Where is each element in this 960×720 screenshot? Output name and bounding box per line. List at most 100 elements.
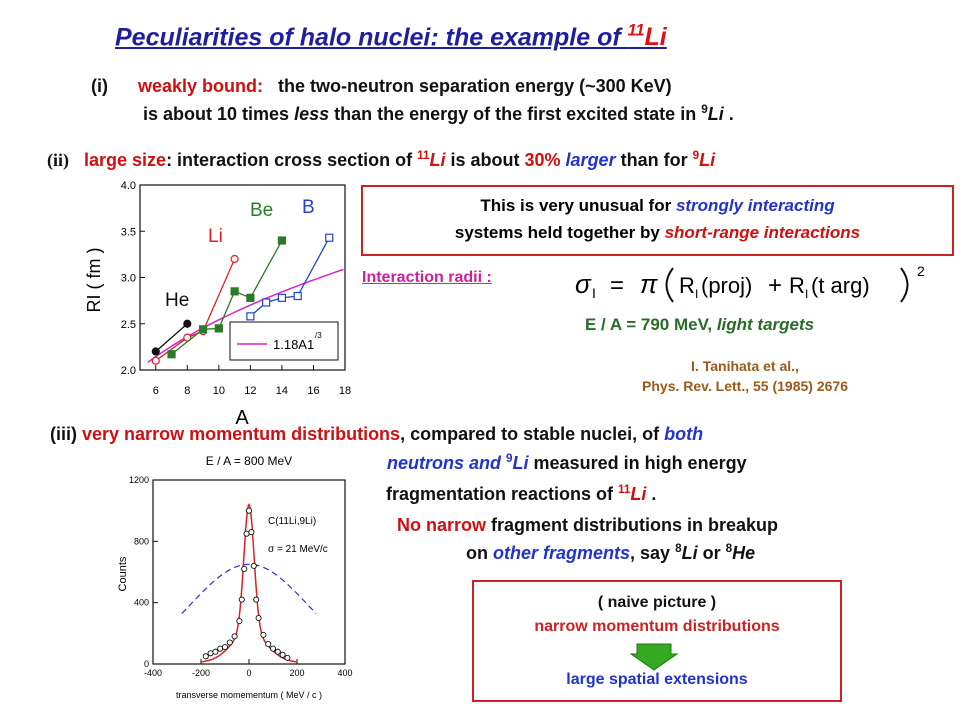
no-narrow-line2: on other fragments, say 8Li or 8He: [466, 542, 756, 563]
y-axis-label: Counts: [117, 556, 129, 591]
y-tick-label: 400: [134, 598, 149, 608]
data-point-b: [277, 293, 287, 302]
plot-frame: [152, 479, 346, 665]
x-axis-label: A: [235, 407, 249, 429]
series-line-be: [171, 240, 283, 355]
energy-line: E / A = 790 MeV, light targets: [585, 315, 815, 334]
x-tick-label: 400: [337, 668, 352, 678]
momentum-chart: E / A = 800 MeV 0 400 800 1200 -400 -200 0 200 40…: [117, 454, 353, 700]
item-ii-line: (ii) large size: interaction cross secti…: [47, 149, 716, 170]
data-point: [226, 639, 233, 646]
data-point: [236, 618, 243, 625]
data-point-he: [151, 347, 160, 356]
data-point: [253, 596, 260, 603]
data-point-b: [262, 298, 271, 307]
formula-targ: (t arg): [811, 273, 870, 298]
x-tick-label: 200: [289, 668, 304, 678]
radius-chart: 2.0 2.5 3.0 3.5 4.0 6 8 10 12 14 16 18 A RI ( fm ) He L…: [84, 180, 351, 429]
no-narrow-line1: No narrow fragment distributions in brea…: [397, 515, 779, 535]
data-point: [241, 565, 248, 572]
data-point-b: [293, 291, 302, 301]
data-point: [279, 651, 286, 658]
data-point: [212, 648, 219, 655]
page-title: Peculiarities of halo nuclei: the exampl…: [115, 22, 667, 52]
chart-title: E / A = 800 MeV: [206, 454, 292, 468]
data-point: [238, 596, 245, 603]
data-point: [250, 562, 257, 569]
y-tick-label: 3.0: [121, 273, 136, 285]
reference: I. Tanihata et al., Phys. Rev. Lett., 55…: [642, 358, 848, 394]
formula-eq: =: [610, 272, 624, 299]
formula-proj: (proj): [701, 273, 752, 298]
x-axis-label: transverse momementum ( MeV / c ): [176, 690, 322, 700]
legend-label: 1.18A1: [273, 337, 314, 352]
data-point: [202, 653, 209, 660]
item-i-line1: (i) weakly bound: the two-neutron separa…: [91, 76, 672, 96]
element-label-li: Li: [208, 226, 223, 247]
item-iii-line2: neutrons and 9Li measured in high energy: [387, 452, 747, 473]
series-line-he: [155, 323, 188, 352]
y-tick-label: 1200: [129, 475, 149, 485]
x-tick-label: 10: [213, 385, 225, 397]
x-tick-label: 14: [276, 385, 288, 397]
data-point: [269, 645, 277, 652]
item-iii-line3: fragmentation reactions of 11Li .: [386, 483, 657, 504]
formula-sigma: σ: [575, 269, 592, 299]
element-label-b: B: [302, 197, 315, 218]
data-point-be: [230, 287, 239, 296]
formula-paren-right: [900, 267, 909, 303]
y-tick-label: 2.0: [121, 365, 136, 377]
x-tick-label: 6: [153, 385, 159, 397]
formula-power: 2: [917, 263, 925, 279]
narrow-fit-curve: [201, 503, 297, 663]
series-line-li: [155, 258, 236, 362]
legend-label-exponent: /3: [315, 331, 322, 340]
formula-pi: π: [640, 269, 658, 299]
y-tick-label: 3.5: [121, 226, 136, 238]
data-point: [245, 507, 253, 514]
item-iii-line1: (iii) very narrow momentum distributions…: [50, 424, 704, 444]
item-i-line2: is about 10 times less than the energy o…: [143, 103, 734, 124]
naive-label: ( naive picture ): [597, 594, 717, 611]
formula-plus: +: [768, 272, 782, 299]
formula-r1: R: [679, 273, 695, 298]
x-tick-label: 16: [307, 385, 319, 397]
data-point-b: [246, 312, 255, 321]
unusual-box: This is very unusual for strongly intera…: [361, 185, 954, 256]
data-point: [255, 614, 262, 622]
y-axis-label: RI ( fm ): [84, 248, 104, 313]
data-point: [284, 654, 291, 661]
y-tick-label: 2.5: [121, 319, 136, 331]
data-point: [265, 641, 272, 648]
fit-curve: [147, 268, 344, 363]
data-point-be: [214, 324, 223, 333]
radius-formula: σ I = π R I (proj) + R I (t arg) 2: [575, 263, 925, 303]
data-point: [260, 631, 267, 638]
data-point-be: [167, 350, 176, 359]
formula-sub-i: I: [592, 285, 596, 301]
interaction-radii-label: Interaction radii :: [362, 269, 492, 286]
data-point: [274, 648, 281, 655]
naive-picture-box: ( naive picture ) narrow momentum distri…: [472, 580, 842, 702]
data-point-be: [198, 325, 208, 334]
narrow-momentum-label: narrow momentum distributions: [534, 618, 780, 635]
legend-box: [229, 321, 339, 361]
data-point-b: [325, 233, 334, 242]
data-point-he: [183, 319, 192, 328]
annotation-sigma: σ = 21 MeV/c: [268, 544, 328, 555]
x-tick-label: -400: [144, 668, 162, 678]
x-tick-label: 0: [246, 668, 251, 678]
data-point-be: [246, 293, 255, 302]
data-point-be: [277, 236, 287, 245]
x-tick-label: -200: [192, 668, 210, 678]
spatial-extension-label: large spatial extensions: [566, 671, 748, 688]
element-label-he: He: [165, 290, 189, 311]
y-tick-label: 800: [134, 536, 149, 546]
data-point: [221, 644, 229, 651]
data-point: [231, 633, 238, 640]
wide-distribution-curve: [181, 563, 317, 614]
formula-r2-sub: I: [805, 287, 808, 301]
x-tick-label: 8: [184, 385, 190, 397]
annotation-reaction: C(11Li,9Li): [268, 516, 316, 527]
y-tick-label: 0: [144, 659, 149, 669]
